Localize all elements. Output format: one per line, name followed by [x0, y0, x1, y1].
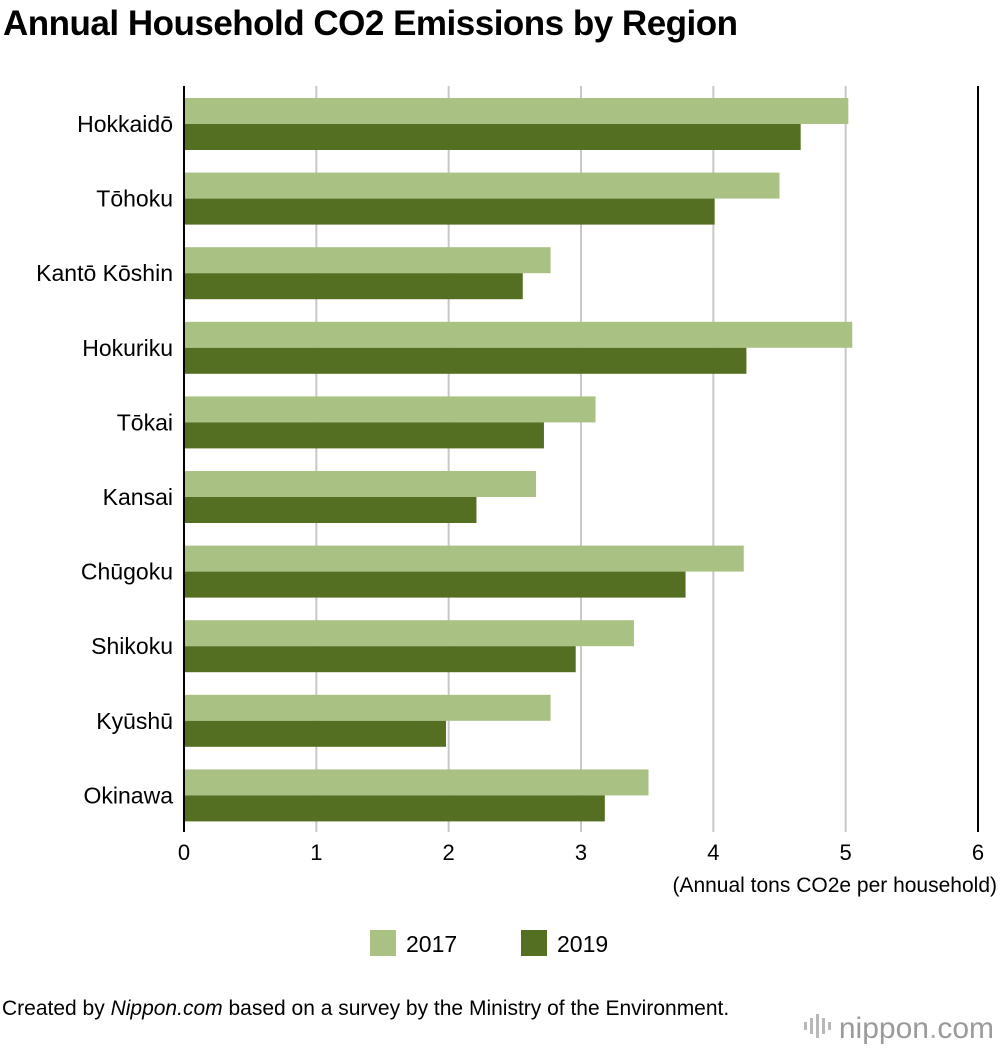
x-tick-label: 2: [443, 840, 455, 865]
category-label: Kansai: [103, 484, 173, 510]
category-label: Tōkai: [117, 409, 173, 435]
bar-2017-2: [184, 247, 551, 274]
x-tick-label: 0: [178, 840, 190, 865]
x-tick-label: 4: [707, 840, 719, 865]
bar-2017-8: [184, 694, 551, 721]
nippon-logo[interactable]: nippon.com: [803, 1012, 994, 1047]
logo-name: nippon: [838, 1012, 929, 1045]
category-label: Hokuriku: [82, 335, 173, 361]
bar-2019-4: [184, 422, 544, 449]
tick-labels: 0 1 2 3 4 5 6: [178, 840, 984, 865]
chart-title: Annual Household CO2 Emissions by Region: [3, 4, 738, 43]
bar-2017-0: [184, 98, 849, 124]
category-labels: Hokkaidō Tōhoku Kantō Kōshin Hokuriku Tōkai K…: [36, 111, 173, 808]
bar-2017-9: [184, 769, 649, 796]
x-tick-label: 3: [575, 840, 587, 865]
source-suffix: based on a survey by the Ministry of the…: [222, 997, 730, 1020]
logo-dot: .: [928, 1012, 938, 1045]
source-link[interactable]: Nippon.com: [110, 997, 223, 1020]
bar-2017-5: [184, 471, 537, 497]
bar-2019-2: [184, 273, 523, 300]
source-note: Created by Nippon.com based on a survey …: [2, 994, 742, 1023]
bar-2019-8: [184, 720, 447, 747]
category-label: Kantō Kōshin: [36, 260, 173, 286]
legend-label: 2019: [557, 931, 608, 957]
bar-2017-6: [184, 545, 744, 572]
x-tick-label: 5: [840, 840, 852, 865]
bar-2019-1: [184, 198, 715, 225]
bar-2019-7: [184, 646, 576, 673]
bar-2019-0: [184, 124, 801, 150]
bar-2017-4: [184, 396, 596, 423]
category-label: Chūgoku: [81, 559, 173, 585]
legend: 2017 2019: [370, 930, 608, 957]
logo-tld: com: [937, 1012, 994, 1045]
x-tick-label: 1: [310, 840, 322, 865]
category-label: Kyūshū: [96, 708, 173, 734]
source-prefix: Created by: [2, 997, 111, 1020]
legend-swatch-2019: [521, 930, 547, 956]
bar-2017-1: [184, 172, 780, 199]
legend-swatch-2017: [370, 930, 396, 956]
category-label: Tōhoku: [96, 186, 173, 212]
bar-2019-9: [184, 795, 605, 822]
x-tick-label: 6: [972, 840, 984, 865]
bar-2017-7: [184, 620, 634, 647]
category-label: Hokkaidō: [77, 111, 173, 137]
axes: [183, 86, 979, 832]
sound-wave-icon: [803, 1013, 833, 1047]
bars: [184, 98, 853, 822]
bar-2019-3: [184, 347, 747, 374]
bar-2017-3: [184, 321, 853, 348]
legend-label: 2017: [406, 931, 457, 957]
bar-2019-6: [184, 571, 686, 598]
x-axis-title: (Annual tons CO2e per household): [672, 874, 997, 897]
bar-2019-5: [184, 497, 477, 523]
category-label: Shikoku: [91, 633, 173, 659]
category-label: Okinawa: [84, 782, 174, 808]
